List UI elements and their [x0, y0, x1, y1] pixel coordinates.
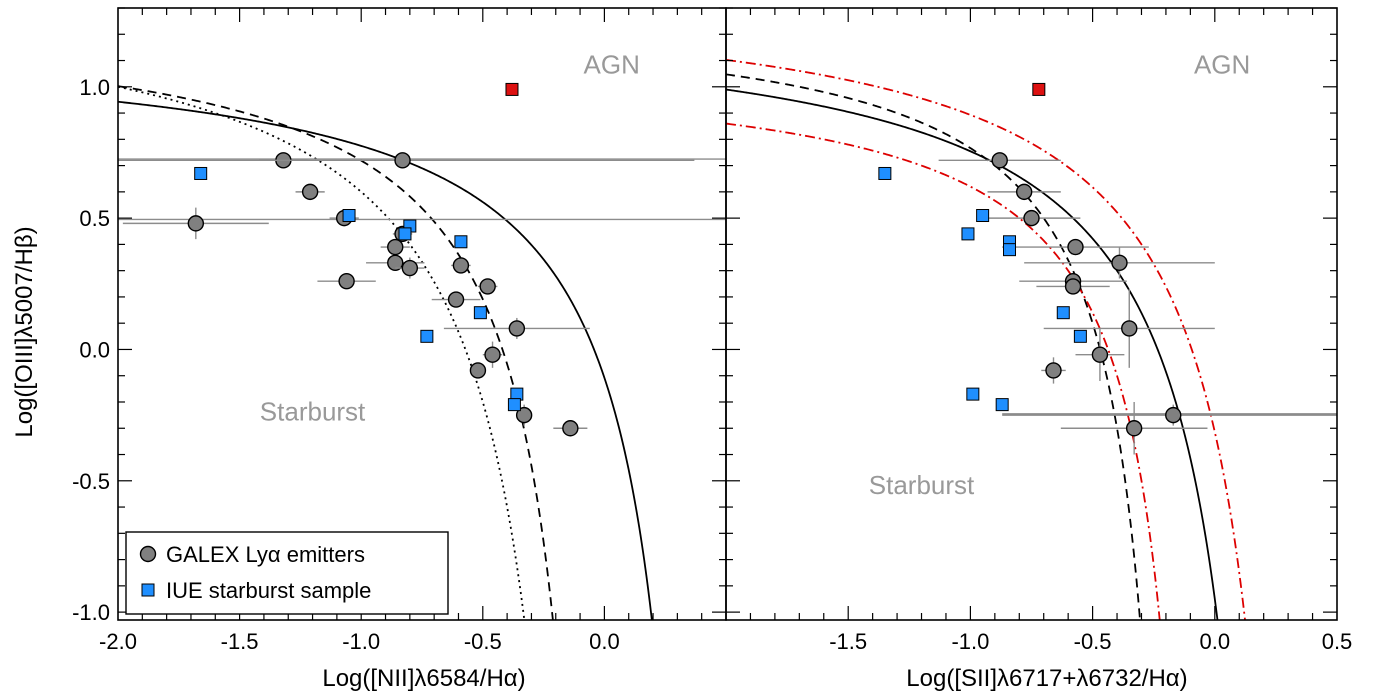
left-point-circle: [479, 278, 496, 295]
right-point-square: [878, 166, 892, 180]
right-point-circle: [991, 152, 1008, 169]
right-x-tick-label: 0.0: [1200, 629, 1231, 654]
right-x-tick-label: 0.5: [1322, 629, 1353, 654]
left-point-square: [420, 329, 434, 343]
left-x-tick-label: -1.0: [342, 629, 380, 654]
right-demarcation-curve-3: [726, 58, 1246, 620]
y-tick-label: -0.5: [72, 469, 110, 494]
left-point-square: [505, 82, 519, 96]
right-point-square: [966, 387, 980, 401]
right-point-circle: [1091, 346, 1109, 363]
right-x-tick-label: -1.0: [951, 629, 989, 654]
right-point-square: [1073, 329, 1087, 343]
right-point-square: [976, 209, 990, 223]
right-series-2: [878, 166, 1087, 412]
right-point-square: [961, 227, 975, 241]
left-point-circle: [469, 362, 487, 379]
left-series-1: [118, 152, 695, 437]
left-x-tick-label: -1.5: [221, 629, 259, 654]
right-point-circle: [1121, 320, 1138, 337]
left-point-circle: [562, 420, 579, 437]
left-x-tick-label: 0.0: [589, 629, 620, 654]
legend-marker-square: [141, 583, 155, 597]
left-point-square: [507, 398, 521, 412]
right-point-circle: [1015, 183, 1033, 201]
legend-entry-label: IUE starburst sample: [166, 578, 371, 603]
left-point-circle: [515, 406, 533, 424]
y-tick-label: 1.0: [79, 75, 110, 100]
y-tick-label: 0.5: [79, 206, 110, 231]
right-point-square: [1032, 82, 1046, 96]
right-x-tick-label: -1.5: [829, 629, 867, 654]
left-series-3: [505, 82, 519, 96]
left-point-circle: [187, 215, 205, 232]
right-demarcation-curve-4: [726, 122, 1161, 620]
left-point-circle: [387, 238, 404, 256]
right-point-square: [995, 398, 1009, 412]
left-point-square: [454, 235, 468, 249]
left-panel: AGN Starburst -2.0 -1.5 -1.0 -0.5 0.0 -1.0 -0.5 0…: [72, 7, 727, 654]
left-point-circle: [387, 254, 404, 271]
right-series-1: [938, 152, 1337, 455]
right-x-axis-label: Log([SII]λ6717+λ6732/Hα): [906, 665, 1187, 692]
right-series-3: [1032, 82, 1046, 96]
right-point-circle: [1045, 362, 1062, 379]
left-plot-frame: [117, 7, 727, 621]
right-point-circle: [1125, 420, 1143, 437]
left-x-tick-label: -0.5: [464, 629, 502, 654]
left-point-circle: [394, 152, 411, 169]
right-point-square: [1003, 243, 1017, 257]
right-demarcation-curve-1: [726, 88, 1219, 620]
left-point-square: [398, 227, 412, 241]
legend-marker-circle: [139, 545, 157, 563]
left-point-circle: [301, 183, 319, 201]
right-panel: AGN Starburst -1.5 -1.0 -0.5 0.0 0.5: [725, 7, 1353, 654]
left-region-label-starburst: Starburst: [260, 396, 366, 426]
y-tick-label: -1.0: [72, 600, 110, 625]
right-region-label-starburst: Starburst: [869, 470, 975, 500]
right-point-circle: [1023, 209, 1040, 227]
right-point-circle: [1067, 238, 1084, 256]
legend: GALEX Lyα emitters IUE starburst sample: [125, 531, 449, 615]
left-point-square: [473, 306, 487, 320]
left-point-circle: [508, 320, 526, 337]
right-point-square: [1056, 306, 1070, 320]
left-point-circle: [401, 259, 419, 277]
left-point-circle: [484, 346, 501, 363]
left-region-label-agn: AGN: [584, 50, 640, 80]
legend-box: [125, 531, 449, 615]
left-demarcation-curve-3: [118, 85, 526, 620]
left-point-square: [342, 209, 356, 223]
right-plot-frame: [725, 7, 1338, 621]
right-demarcation-curve-2: [726, 73, 1141, 620]
left-point-square: [194, 166, 208, 180]
left-demarcation-curve-1: [118, 100, 653, 620]
y-tick-label: 0.0: [79, 337, 110, 362]
left-plot-area: AGN Starburst: [118, 50, 726, 620]
right-point-circle: [1111, 254, 1128, 271]
left-point-circle: [338, 272, 355, 290]
right-region-label-agn: AGN: [1194, 50, 1250, 80]
left-point-circle: [452, 257, 470, 274]
right-point-circle: [1064, 278, 1082, 295]
left-series-2: [194, 166, 524, 412]
left-x-tick-label: -2.0: [99, 629, 137, 654]
right-x-tick-label: -0.5: [1074, 629, 1112, 654]
right-plot-area: AGN Starburst: [726, 50, 1337, 620]
left-x-axis-label: Log([NII]λ6584/Hα): [322, 665, 525, 692]
left-point-circle: [447, 291, 465, 308]
legend-entry-label: GALEX Lyα emitters: [166, 542, 365, 567]
right-point-circle: [1165, 406, 1182, 424]
y-axis-label: Log([OIII]λ5007/Hβ): [11, 226, 38, 437]
